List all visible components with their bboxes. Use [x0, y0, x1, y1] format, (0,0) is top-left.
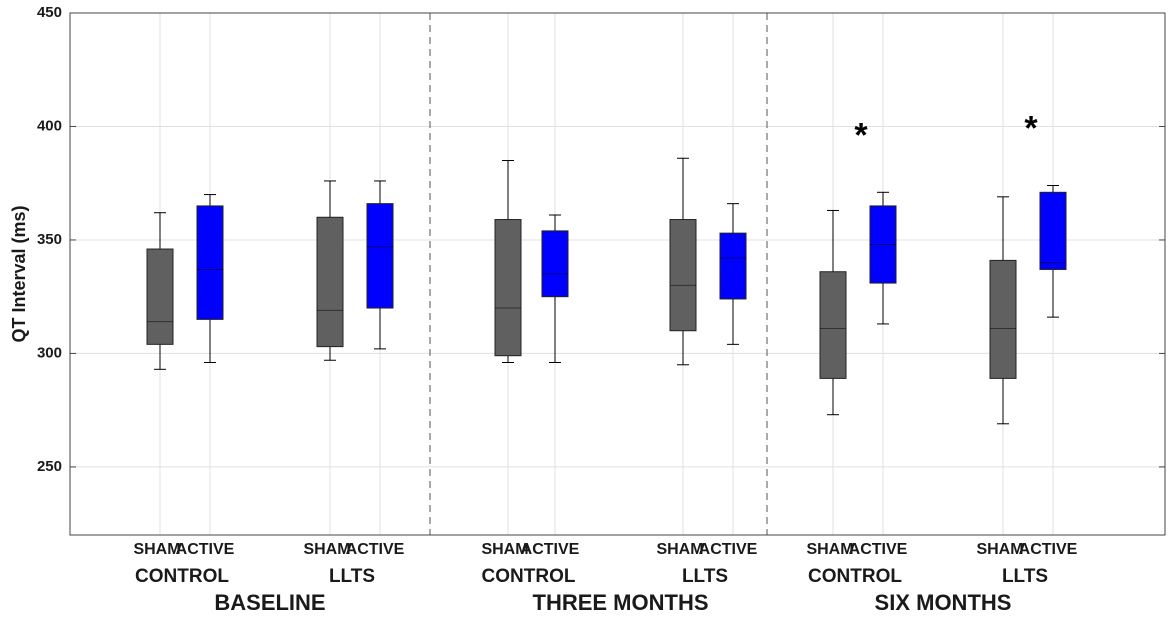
group-label: CONTROL	[482, 566, 576, 587]
y-tick-label: 350	[37, 231, 62, 248]
box-label: SHAM	[656, 541, 703, 558]
annotation: *	[854, 116, 868, 154]
group-label: LLTS	[682, 566, 728, 587]
plot-frame	[69, 12, 1166, 536]
group-label: CONTROL	[808, 566, 902, 587]
box-label: SHAM	[806, 541, 853, 558]
box	[196, 205, 224, 320]
box-label: SHAM	[481, 541, 528, 558]
y-tick-label: 300	[37, 344, 62, 361]
box-label: ACTIVE	[699, 541, 758, 558]
box	[146, 248, 174, 345]
group-label: LLTS	[1002, 566, 1048, 587]
box-label: SHAM	[133, 541, 180, 558]
box-label: ACTIVE	[176, 541, 235, 558]
y-tick-label: 250	[37, 458, 62, 475]
box	[819, 271, 847, 379]
box-label: ACTIVE	[521, 541, 580, 558]
box	[1039, 191, 1067, 270]
box	[316, 216, 344, 348]
box-label: ACTIVE	[849, 541, 908, 558]
box-label: ACTIVE	[1019, 541, 1078, 558]
period-label: THREE MONTHS	[533, 590, 709, 615]
y-tick-label: 400	[37, 117, 62, 134]
annotation: *	[1024, 109, 1038, 147]
group-label: CONTROL	[135, 566, 229, 587]
box-label: SHAM	[976, 541, 1023, 558]
box-label: SHAM	[303, 541, 350, 558]
period-label: BASELINE	[214, 590, 325, 615]
box	[541, 230, 569, 298]
box	[669, 219, 697, 332]
y-tick-label: 450	[37, 4, 62, 21]
period-label: SIX MONTHS	[875, 590, 1012, 615]
box	[366, 203, 394, 309]
box-label: ACTIVE	[346, 541, 405, 558]
box	[989, 259, 1017, 379]
box	[719, 232, 747, 300]
y-axis-label: QT Interval (ms)	[9, 205, 29, 342]
group-label: LLTS	[329, 566, 375, 587]
box	[494, 219, 522, 357]
